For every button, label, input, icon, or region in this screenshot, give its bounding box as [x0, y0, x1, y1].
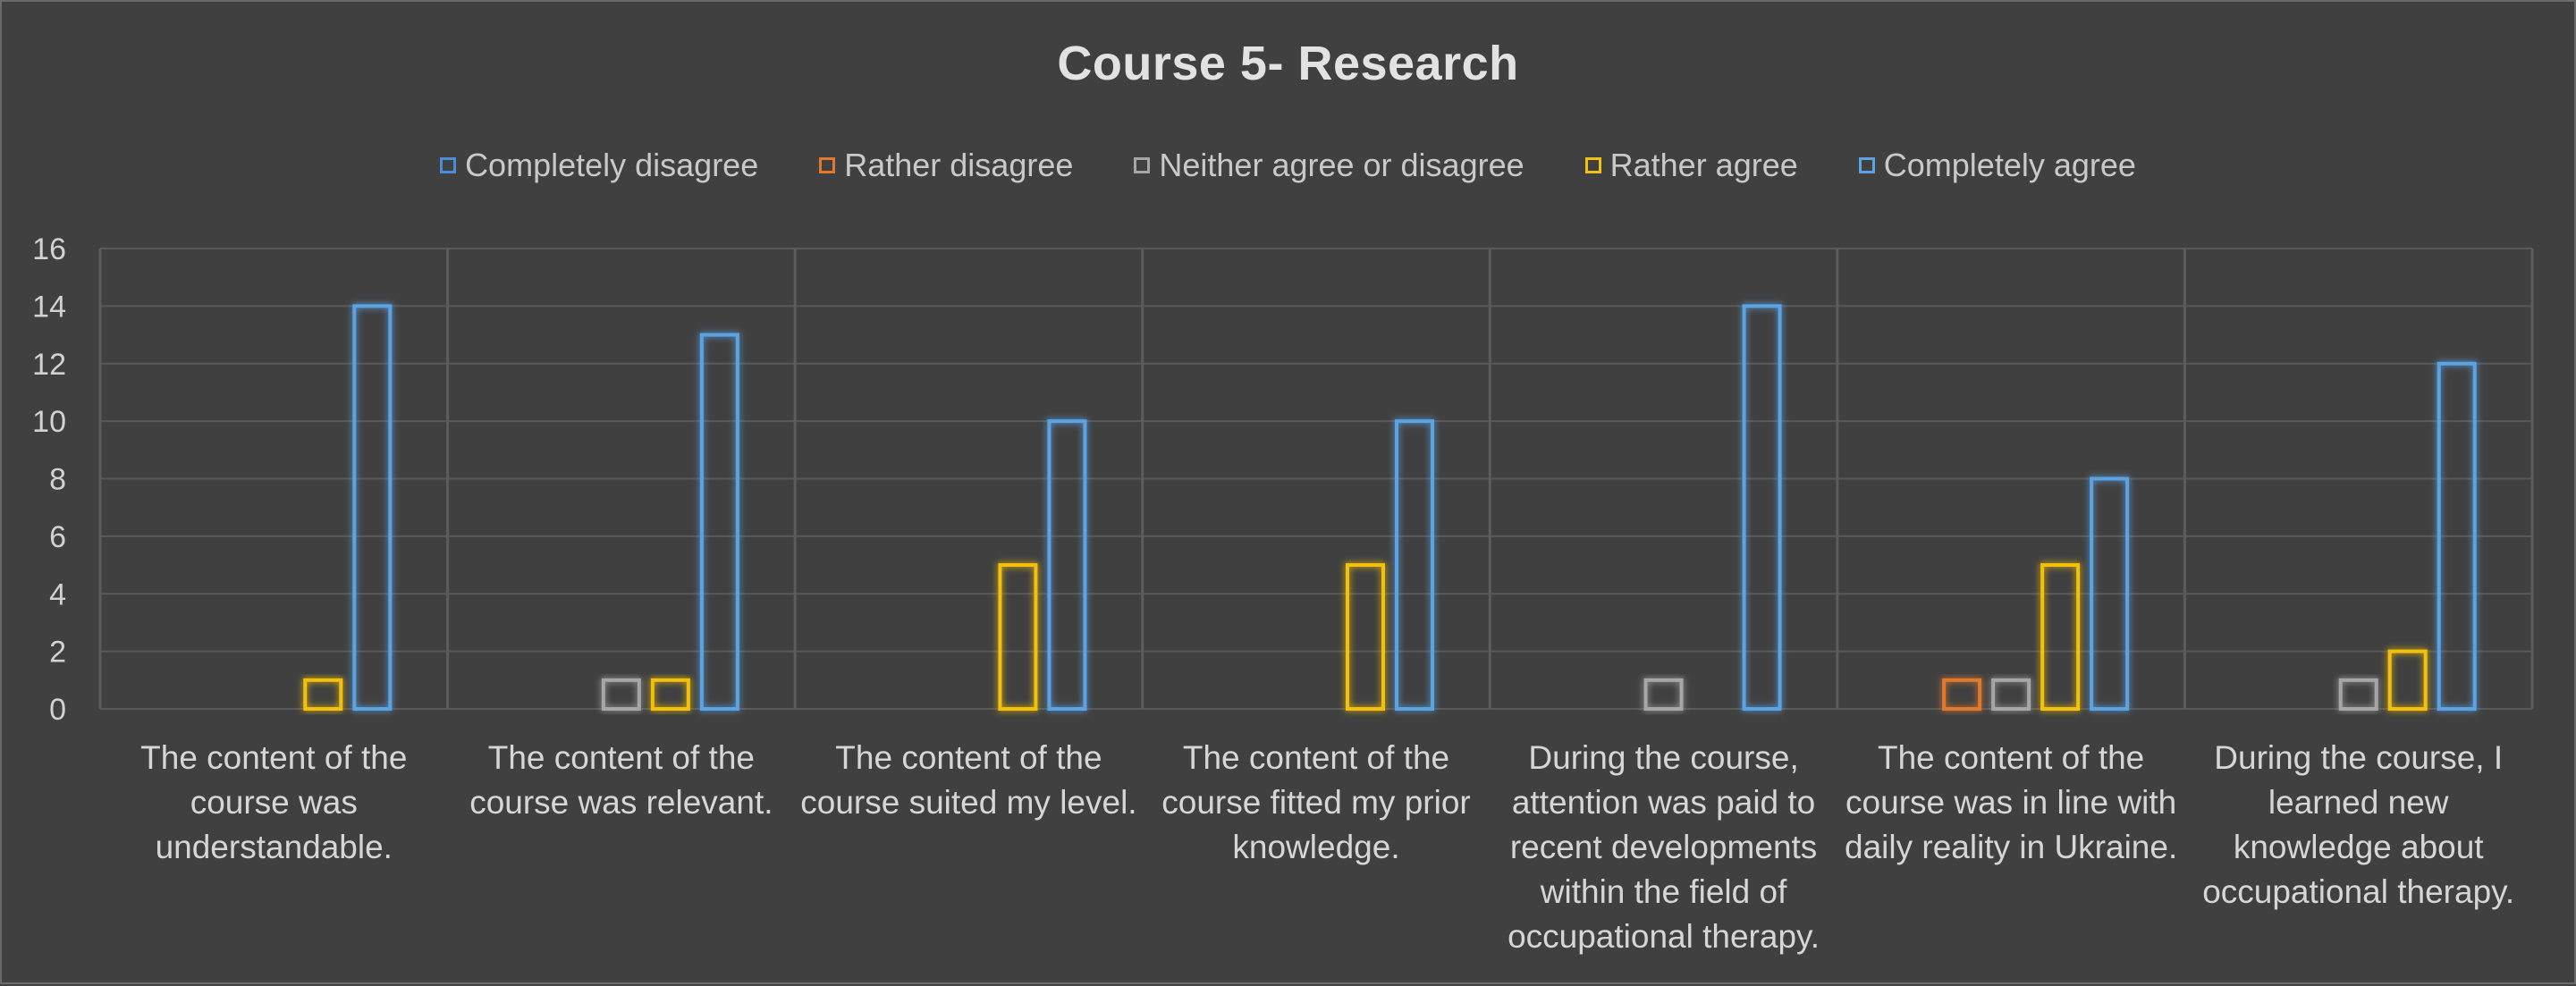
bar: [2338, 678, 2378, 711]
y-tick-label: 16: [32, 232, 66, 266]
y-tick-label: 4: [49, 577, 66, 611]
bar: [650, 678, 690, 711]
bar: [699, 333, 739, 711]
bar: [303, 678, 343, 711]
y-tick-label: 14: [32, 290, 66, 324]
legend-swatch: [1584, 157, 1601, 173]
legend-label: Neither agree or disagree: [1159, 147, 1524, 183]
category-label: The content of the: [488, 739, 755, 776]
bar: [1742, 304, 1782, 711]
legend: Completely disagree Rather disagree Neithe…: [2, 147, 2574, 184]
bar: [1346, 563, 1385, 711]
category-label: The content of the: [140, 739, 407, 776]
category-label: course fitted my prior: [1161, 784, 1470, 821]
y-tick-label: 10: [32, 405, 66, 439]
bar: [1991, 678, 2031, 711]
category-label: learned new: [2268, 784, 2449, 821]
bar: [2387, 649, 2428, 711]
category-label: understandable.: [156, 829, 393, 865]
category-label: During the course,: [1528, 739, 1798, 776]
legend-swatch: [819, 157, 836, 173]
chart-title: Course 5- Research: [1057, 37, 1519, 90]
bar: [2090, 476, 2130, 711]
legend-swatch: [1134, 157, 1151, 173]
category-label: occupational therapy.: [2202, 873, 2514, 910]
y-tick-label: 6: [49, 520, 66, 554]
category-label: attention was paid to: [1512, 784, 1815, 821]
bar: [1643, 678, 1684, 711]
bar: [2437, 361, 2477, 711]
y-tick-label: 2: [49, 636, 66, 670]
bar: [1047, 419, 1087, 711]
legend-item: Rather agree: [1584, 147, 1798, 184]
legend-swatch: [1858, 157, 1875, 173]
category-label: The content of the: [1183, 739, 1449, 776]
bar: [601, 678, 641, 711]
bar: [1395, 419, 1434, 711]
legend-item: Completely disagree: [440, 147, 758, 184]
legend-label: Completely agree: [1883, 147, 2136, 183]
category-label: course was relevant.: [469, 784, 773, 821]
legend-swatch: [440, 157, 457, 173]
y-tick-label: 0: [49, 693, 66, 727]
legend-item: Rather disagree: [819, 147, 1073, 184]
y-tick-label: 12: [32, 348, 66, 382]
category-label: knowledge.: [1232, 829, 1399, 865]
category-label: knowledge about: [2234, 829, 2484, 865]
bar: [2040, 563, 2081, 711]
category-label: course was in line with: [1845, 784, 2176, 821]
legend-item: Neither agree or disagree: [1134, 147, 1524, 184]
legend-label: Rather disagree: [844, 147, 1074, 183]
category-label: During the course, I: [2214, 739, 2503, 776]
legend-label: Rather agree: [1609, 147, 1798, 183]
category-label: course was: [190, 784, 358, 821]
category-label: recent developments: [1510, 829, 1817, 865]
category-label: The content of the: [835, 739, 1102, 776]
category-label: daily reality in Ukraine.: [1845, 829, 2177, 865]
category-label: course suited my level.: [800, 784, 1136, 821]
bar: [352, 304, 393, 711]
bar: [1942, 678, 1982, 711]
y-tick-label: 8: [49, 463, 66, 497]
bar: [998, 563, 1038, 711]
legend-label: Completely disagree: [465, 147, 759, 183]
category-label: The content of the: [1878, 739, 2144, 776]
legend-item: Completely agree: [1858, 147, 2136, 184]
category-label: occupational therapy.: [1508, 918, 1820, 955]
category-label: within the field of: [1540, 873, 1787, 910]
